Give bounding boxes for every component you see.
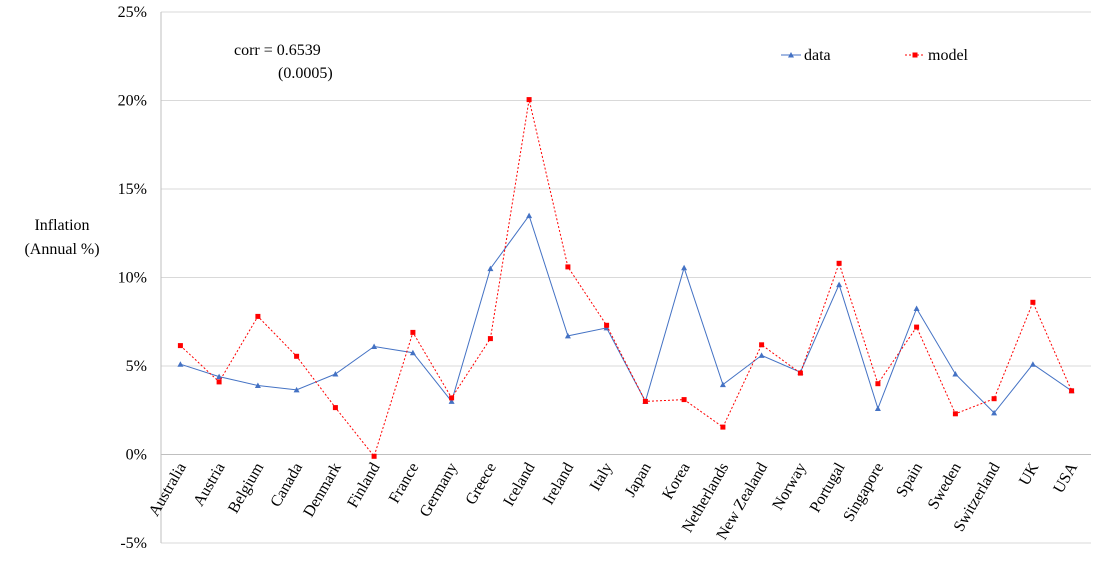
data-point-model: [875, 381, 881, 387]
data-point-model: [991, 396, 997, 402]
data-point-data: [448, 398, 455, 404]
x-category-label: Portugal: [807, 460, 849, 516]
data-point-data: [1029, 361, 1036, 367]
data-point-model: [1069, 388, 1075, 394]
data-point-data: [332, 371, 339, 377]
data-point-model: [294, 353, 300, 359]
data-point-data: [254, 382, 261, 388]
data-point-model: [526, 97, 532, 103]
y-tick-label: 5%: [126, 358, 147, 375]
data-point-model: [797, 370, 803, 376]
x-category-label: Australia: [146, 460, 190, 519]
data-point-data: [758, 352, 765, 358]
x-category-label: Ireland: [540, 460, 577, 508]
data-point-data: [913, 305, 920, 311]
x-category-label: Sweden: [925, 460, 965, 512]
data-point-model: [410, 329, 416, 335]
data-point-data: [487, 265, 494, 272]
data-point-data: [681, 264, 688, 271]
x-category-label: Austria: [190, 460, 228, 509]
y-tick-label: 15%: [118, 181, 147, 198]
data-point-model: [332, 405, 338, 411]
series-line-model: [180, 99, 1073, 458]
data-point-model: [914, 324, 920, 330]
data-point-model: [1030, 299, 1036, 305]
correlation-pvalue-annotation: (0.0005): [278, 65, 333, 82]
data-point-model: [836, 260, 842, 266]
x-category-label: Iceland: [500, 460, 538, 509]
data-point-data: [293, 386, 300, 393]
legend-data-label: data: [804, 47, 831, 64]
data-point-model: [177, 343, 183, 349]
x-category-label: Denmark: [300, 460, 344, 520]
data-point-model: [604, 322, 610, 328]
correlation-annotation: corr = 0.6539: [234, 42, 321, 59]
data-point-data: [874, 405, 881, 411]
data-point-model: [216, 379, 222, 385]
axes: [160, 12, 1091, 543]
x-category-label: Germany: [417, 460, 461, 520]
x-category-label: Belgium: [225, 460, 268, 517]
legend-model-marker: [912, 52, 918, 58]
y-tick-label: 0%: [126, 447, 147, 464]
legend-model-label: model: [928, 47, 969, 64]
x-category-label: Italy: [587, 460, 616, 494]
y-tick-label: 10%: [118, 270, 147, 287]
data-point-data: [564, 332, 571, 339]
data-point-model: [681, 397, 687, 403]
series-group: [177, 97, 1075, 459]
y-tick-label: 25%: [118, 4, 147, 21]
data-point-data: [216, 373, 223, 380]
y-axis-label-line-2: (Annual %): [24, 241, 99, 258]
x-category-label: Norway: [769, 460, 809, 513]
data-point-model: [759, 342, 765, 348]
data-point-model: [565, 264, 571, 270]
series-line-data: [180, 214, 1072, 414]
data-point-model: [371, 453, 377, 459]
data-point-data: [952, 371, 959, 377]
y-tick-label: 20%: [118, 93, 147, 110]
legend: data model: [781, 47, 969, 64]
data-point-model: [487, 336, 493, 342]
data-point-data: [991, 409, 998, 416]
data-point-data: [177, 361, 184, 367]
x-category-label: Spain: [893, 460, 926, 500]
x-category-label: France: [386, 460, 422, 506]
data-point-model: [642, 398, 648, 404]
x-category-label: Japan: [622, 460, 655, 500]
y-axis-label-line-1: Inflation: [34, 217, 89, 234]
data-point-data: [371, 343, 378, 349]
data-point-model: [449, 395, 455, 401]
legend-data-marker: [788, 52, 794, 58]
x-category-label: UK: [1016, 460, 1042, 489]
data-point-model: [720, 424, 726, 430]
data-point-data: [409, 349, 416, 356]
data-point-data: [719, 381, 726, 388]
data-point-data: [526, 212, 533, 219]
x-category-label: Korea: [659, 460, 693, 502]
data-point-model: [255, 313, 261, 319]
x-category-label: Greece: [462, 460, 499, 508]
data-point-data: [836, 281, 843, 288]
x-category-label: USA: [1050, 460, 1081, 497]
data-point-model: [952, 411, 958, 417]
x-category-label: Canada: [267, 460, 306, 510]
y-tick-label: -5%: [120, 535, 147, 552]
gridlines: [161, 11, 1091, 544]
x-category-label: Finland: [344, 460, 383, 511]
